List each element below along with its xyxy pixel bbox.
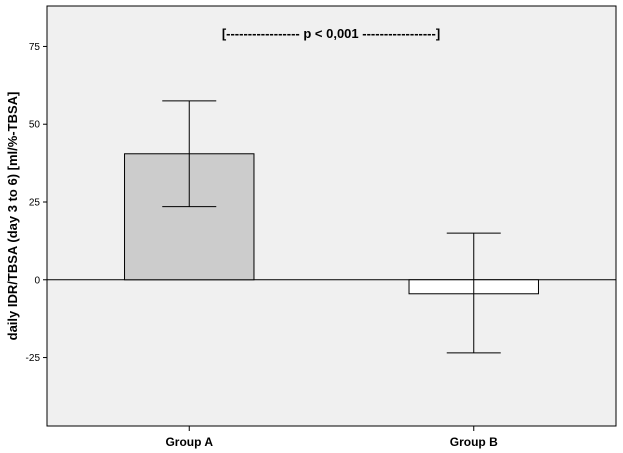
- y-tick-label: 75: [29, 42, 41, 53]
- category-label: Group B: [450, 435, 498, 449]
- y-tick-label: 25: [29, 198, 41, 209]
- category-label: Group A: [165, 435, 213, 449]
- significance-annotation: [----------------- p < 0,001 -----------…: [222, 26, 440, 41]
- error-bars: [162, 100, 501, 354]
- y-tick-label: 50: [29, 120, 41, 131]
- y-axis-title: daily IDR/TBSA (day 3 to 6) [ml/%-TBSA]: [5, 92, 20, 341]
- y-axis: -25 0 25 50 75: [26, 42, 47, 364]
- y-tick-label: 0: [34, 275, 40, 286]
- y-tick-label: -25: [26, 353, 41, 364]
- x-axis: Group A Group B: [165, 426, 498, 449]
